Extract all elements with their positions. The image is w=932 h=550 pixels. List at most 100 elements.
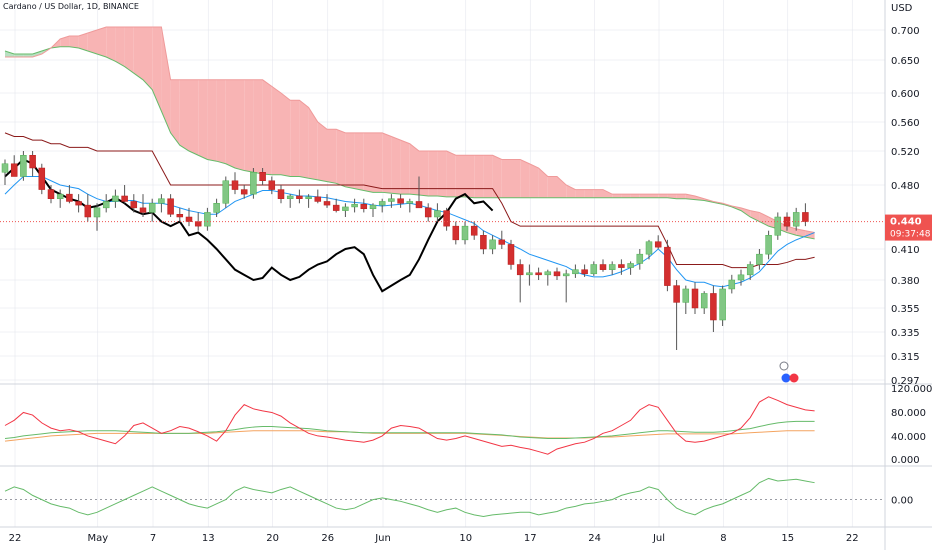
cloud-segment [161, 27, 171, 133]
cloud-segment [290, 100, 300, 177]
candle-body[interactable] [204, 212, 211, 227]
candle-body[interactable] [654, 241, 662, 248]
candle-body[interactable] [590, 264, 598, 275]
candle-body[interactable] [710, 293, 717, 321]
candle-body[interactable] [645, 241, 653, 255]
cloud-segment [630, 194, 640, 198]
candle-body[interactable] [93, 207, 101, 218]
candle-body[interactable] [700, 293, 708, 309]
candle-body[interactable] [599, 264, 607, 270]
candle-body[interactable] [240, 189, 248, 195]
candle-body[interactable] [424, 207, 432, 218]
candle-body[interactable] [213, 203, 220, 213]
candle-body[interactable] [185, 216, 193, 222]
time-tick-label: 22 [9, 533, 22, 544]
candle-body[interactable] [406, 201, 414, 204]
candle-body[interactable] [47, 189, 55, 199]
candle-body[interactable] [572, 269, 579, 275]
candle-body[interactable] [351, 203, 358, 208]
candle-body[interactable] [526, 272, 533, 276]
candle-body[interactable] [222, 180, 230, 204]
candle-body[interactable] [56, 193, 64, 199]
candle-body[interactable] [158, 198, 165, 204]
candle-body[interactable] [29, 155, 36, 169]
candle-body[interactable] [231, 180, 239, 190]
candle-body[interactable] [461, 225, 469, 241]
candle-body[interactable] [66, 193, 73, 202]
candle-body[interactable] [112, 195, 119, 202]
candle-body[interactable] [544, 271, 552, 276]
candle-body[interactable] [130, 201, 138, 209]
candle-body[interactable] [498, 239, 506, 245]
candle-body[interactable] [194, 221, 202, 227]
candle-body[interactable] [268, 180, 276, 190]
candle-body[interactable] [369, 204, 377, 210]
candle-body[interactable] [489, 239, 496, 250]
candle-body[interactable] [277, 189, 285, 199]
candle-body[interactable] [314, 196, 322, 202]
candle-body[interactable] [139, 207, 147, 213]
candle-body[interactable] [259, 172, 266, 181]
candle-body[interactable] [342, 206, 349, 211]
candle-body[interactable] [305, 196, 312, 199]
candle-body[interactable] [38, 167, 46, 190]
candle-body[interactable] [360, 203, 368, 210]
candle-body[interactable] [388, 198, 395, 202]
candle-body[interactable] [176, 214, 184, 218]
candle-body[interactable] [480, 235, 487, 250]
candle-body[interactable] [1, 163, 9, 173]
candlesticks[interactable] [1, 151, 809, 350]
flag-icon-us-2[interactable] [789, 373, 799, 383]
candle-body[interactable] [802, 212, 809, 222]
candle-body[interactable] [148, 203, 156, 213]
candle-body[interactable] [250, 172, 257, 195]
candle-body[interactable] [121, 195, 128, 202]
candle-body[interactable] [332, 204, 340, 211]
candle-body[interactable] [296, 195, 303, 199]
candle-body[interactable] [719, 288, 726, 321]
candle-body[interactable] [20, 155, 27, 177]
candle-body[interactable] [553, 271, 561, 277]
candle-body[interactable] [84, 204, 92, 218]
candle-body[interactable] [286, 195, 294, 199]
candle-body[interactable] [397, 198, 404, 204]
candle-body[interactable] [562, 273, 570, 277]
candle-body[interactable] [737, 274, 745, 281]
cloud-segment [593, 189, 603, 198]
candle-body[interactable] [728, 279, 736, 290]
candle-body[interactable] [102, 201, 110, 209]
cloud-segment [639, 194, 649, 198]
candle-body[interactable] [10, 163, 18, 177]
candle-body[interactable] [516, 264, 524, 276]
candle-body[interactable] [673, 285, 680, 303]
candle-body[interactable] [627, 263, 634, 268]
alert-icon[interactable] [779, 361, 789, 371]
candle-body[interactable] [470, 225, 478, 236]
candle-body[interactable] [636, 253, 644, 264]
candle-body[interactable] [691, 288, 699, 309]
candle-body[interactable] [507, 244, 515, 265]
candle-body[interactable] [664, 246, 671, 286]
cloud-segment [474, 155, 484, 198]
flag-icon-us[interactable] [781, 373, 791, 383]
candle-body[interactable] [535, 272, 542, 276]
candle-body[interactable] [167, 198, 174, 215]
candle-body[interactable] [434, 210, 441, 218]
candle-body[interactable] [618, 264, 625, 268]
candle-body[interactable] [75, 201, 82, 206]
candle-body[interactable] [746, 264, 754, 276]
candle-body[interactable] [443, 210, 450, 227]
candle-body[interactable] [415, 201, 423, 209]
candle-body[interactable] [792, 212, 800, 227]
event-icons[interactable] [779, 361, 799, 383]
candle-body[interactable] [323, 201, 331, 206]
candle-body[interactable] [608, 264, 616, 270]
candle-body[interactable] [682, 288, 690, 303]
candle-body[interactable] [452, 225, 460, 241]
candle-body[interactable] [756, 253, 763, 265]
candle-body[interactable] [581, 269, 588, 275]
candle-body[interactable] [378, 201, 386, 206]
candle-body[interactable] [774, 216, 782, 236]
candle-body[interactable] [765, 235, 772, 255]
